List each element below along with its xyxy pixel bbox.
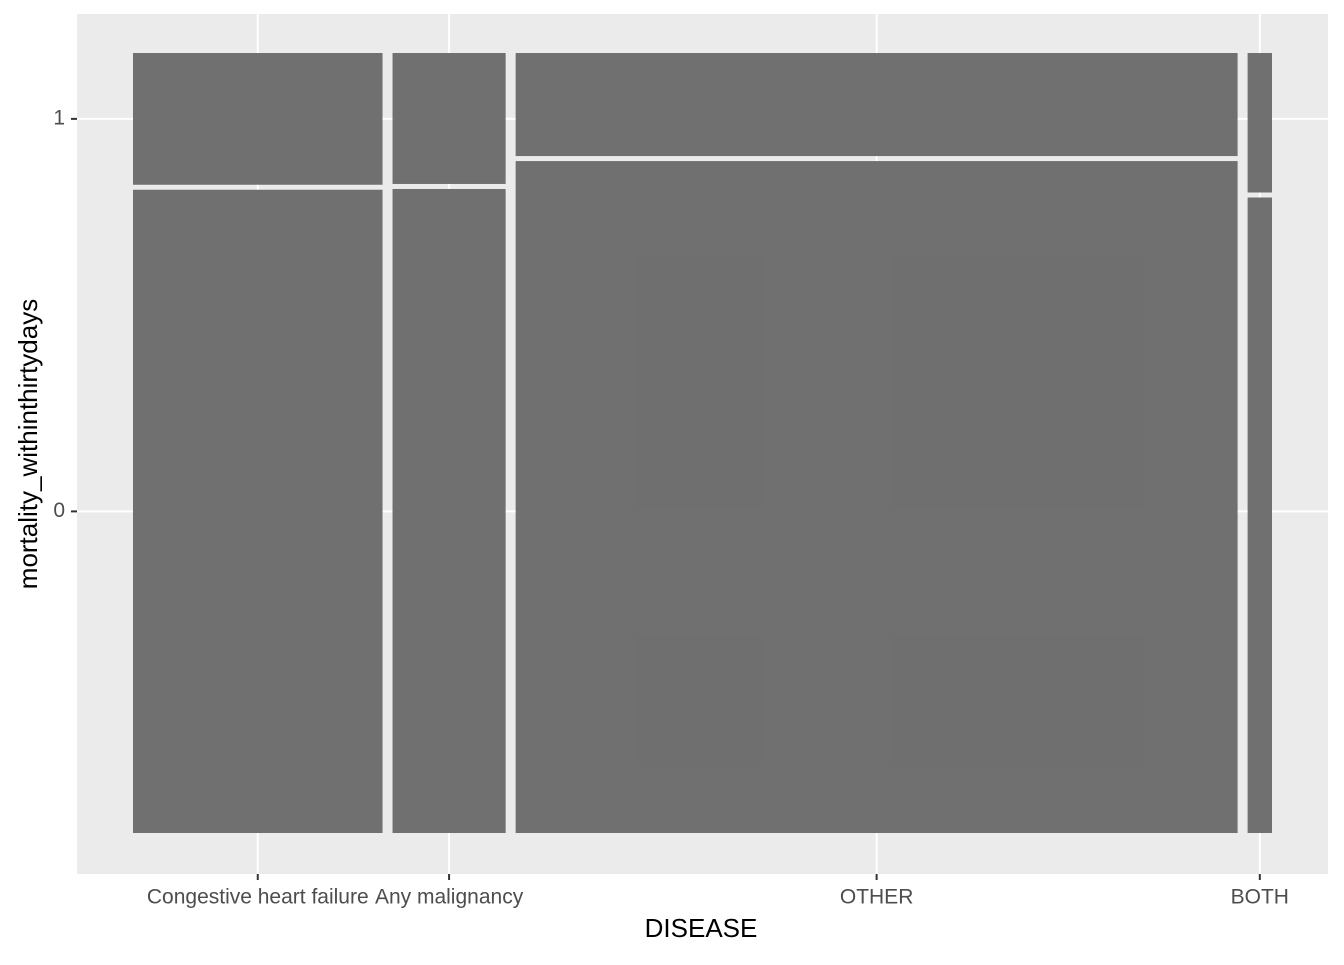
y-tick-label: 1 [53,106,65,129]
mosaic-tile [1247,53,1272,193]
x-tick-label: Any malignancy [375,886,524,909]
mosaic-tile [515,161,1238,833]
mosaic-tile [133,189,383,833]
x-axis-title: DISEASE [645,913,758,943]
mosaic-tile [515,53,1238,157]
mosaic-tile [1247,197,1272,833]
mosaic-tile [392,188,506,834]
mosaic-tile [133,53,383,185]
mosaic-tile [392,53,506,184]
x-tick-label: Congestive heart failure [147,886,369,909]
y-axis-title: mortality_withinthirtydays [13,299,43,589]
x-tick-label: OTHER [840,886,914,909]
y-tick-label: 0 [53,499,65,522]
x-tick-label: BOTH [1231,886,1289,909]
